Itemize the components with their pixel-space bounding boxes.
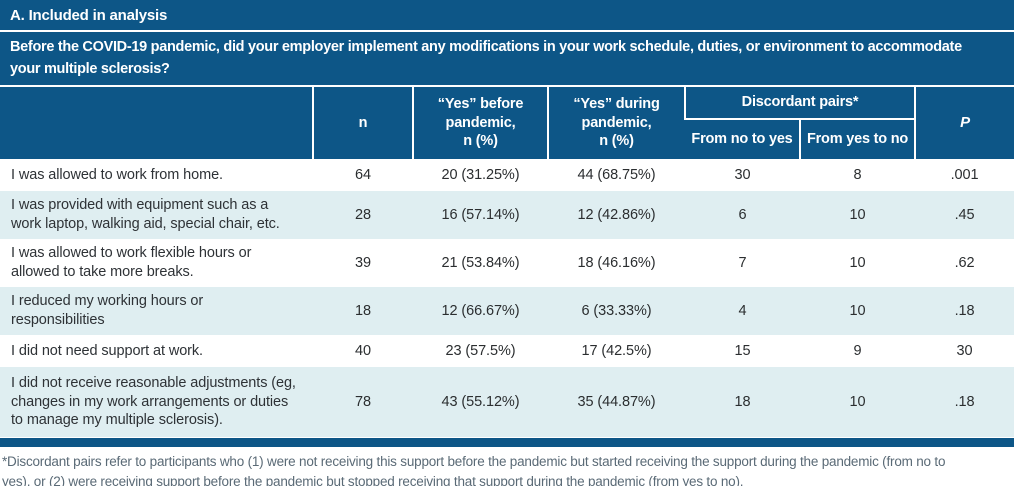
cell-yes-to-no: 9 [853,342,862,359]
cell-n: 39 [355,254,371,271]
cell-p-value: .62 [954,254,975,271]
header-yes-during: “Yes” during pandemic, n (%) [547,87,685,159]
table-row: I reduced my working hours or responsibi… [0,287,1014,335]
cell-p-value: .18 [954,302,975,319]
results-table: n “Yes” before pandemic, n (%) “Yes” dur… [0,87,1014,437]
cell-yes-before: 23 (57.5%) [445,342,516,359]
row-label: I was allowed to work flexible hours or … [11,245,252,280]
header-n: n [312,87,413,159]
cell-yes-to-no: 10 [849,254,866,271]
header-from-yes-to-no: From yes to no [798,119,916,159]
cell-no-to-yes: 15 [734,342,751,359]
cell-yes-to-no: 8 [853,166,862,183]
row-label: I was allowed to work from home. [11,166,223,183]
cell-no-to-yes: 6 [738,206,747,223]
cell-yes-before: 16 (57.14%) [441,206,520,223]
cell-n: 18 [355,302,371,319]
table-row: I was allowed to work flexible hours or … [0,239,1014,287]
cell-yes-before: 20 (31.25%) [441,166,520,183]
cell-yes-before: 12 (66.67%) [441,302,520,319]
cell-yes-to-no: 10 [849,206,866,223]
cell-yes-during: 6 (33.33%) [581,302,652,319]
divider-bar [0,438,1014,447]
table-row: I was provided with equipment such as a … [0,191,1014,239]
header-empty [0,87,313,159]
discordant-pairs-footnote: *Discordant pairs refer to participants … [2,454,946,486]
header-yes-before: “Yes” before pandemic, n (%) [412,87,548,159]
cell-yes-before: 21 (53.84%) [441,254,520,271]
cell-n: 28 [355,206,371,223]
cell-yes-during: 18 (46.16%) [577,254,656,271]
cell-yes-during: 44 (68.75%) [577,166,656,183]
cell-p-value: 30 [956,342,973,359]
cell-no-to-yes: 7 [738,254,747,271]
table-row: I did not need support at work. 40 23 (5… [0,335,1014,367]
cell-yes-to-no: 10 [849,302,866,319]
row-label: I did not receive reasonable adjustments… [11,375,296,429]
survey-question: Before the COVID-19 pandemic, did your e… [0,32,1014,85]
cell-p-value: .001 [950,166,979,183]
cell-yes-to-no: 10 [849,393,866,410]
row-label: I was provided with equipment such as a … [11,197,280,232]
cell-yes-during: 35 (44.87%) [577,393,656,410]
cell-no-to-yes: 30 [734,166,751,183]
header-discordant-pairs: Discordant pairs* [683,87,916,120]
cell-yes-during: 17 (42.5%) [581,342,652,359]
row-label: I did not need support at work. [11,342,203,359]
cell-no-to-yes: 4 [738,302,747,319]
cell-p-value: .45 [954,206,975,223]
cell-n: 40 [355,342,371,359]
cell-yes-during: 12 (42.86%) [577,206,656,223]
cell-n: 78 [355,393,371,410]
cell-yes-before: 43 (55.12%) [441,393,520,410]
table-row: I did not receive reasonable adjustments… [0,367,1014,437]
cell-no-to-yes: 18 [734,393,751,410]
table-row: I was allowed to work from home. 64 20 (… [0,159,1014,191]
table-header: n “Yes” before pandemic, n (%) “Yes” dur… [0,87,1014,159]
header-p-value: P [914,87,1014,159]
cell-p-value: .18 [954,393,975,410]
section-label: A. Included in analysis [0,0,1014,30]
header-from-no-to-yes: From no to yes [685,119,800,159]
cell-n: 64 [355,166,371,183]
row-label: I reduced my working hours or responsibi… [11,293,204,328]
table-body: I was allowed to work from home. 64 20 (… [0,159,1014,437]
